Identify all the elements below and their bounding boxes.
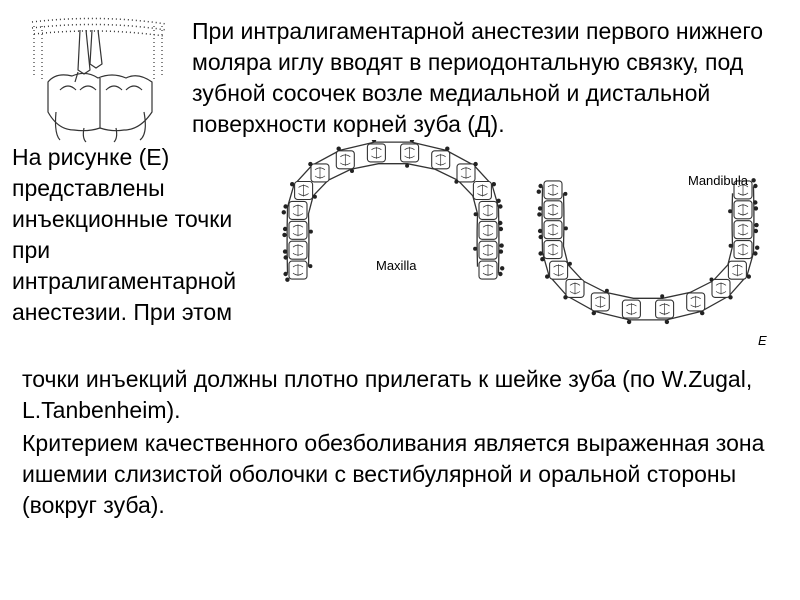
mid-left-paragraph: На рисунке (Е) представлены инъекционные…: [12, 140, 247, 328]
dental-arches-diagram: Maxilla Mandibula E: [247, 140, 788, 370]
svg-text:E: E: [758, 333, 767, 348]
top-paragraph: При интралигаментарной анестезии первого…: [182, 12, 788, 140]
bottom-paragraph-1: точки инъекций должны плотно прилегать к…: [22, 364, 782, 426]
tooth-illustration: [12, 12, 182, 152]
svg-text:Mandibula: Mandibula: [688, 173, 749, 188]
bottom-paragraph-2: Критерием качественного обезболивания яв…: [22, 428, 782, 521]
svg-text:Maxilla: Maxilla: [376, 258, 417, 273]
bottom-paragraphs: точки инъекций должны плотно прилегать к…: [0, 364, 800, 521]
